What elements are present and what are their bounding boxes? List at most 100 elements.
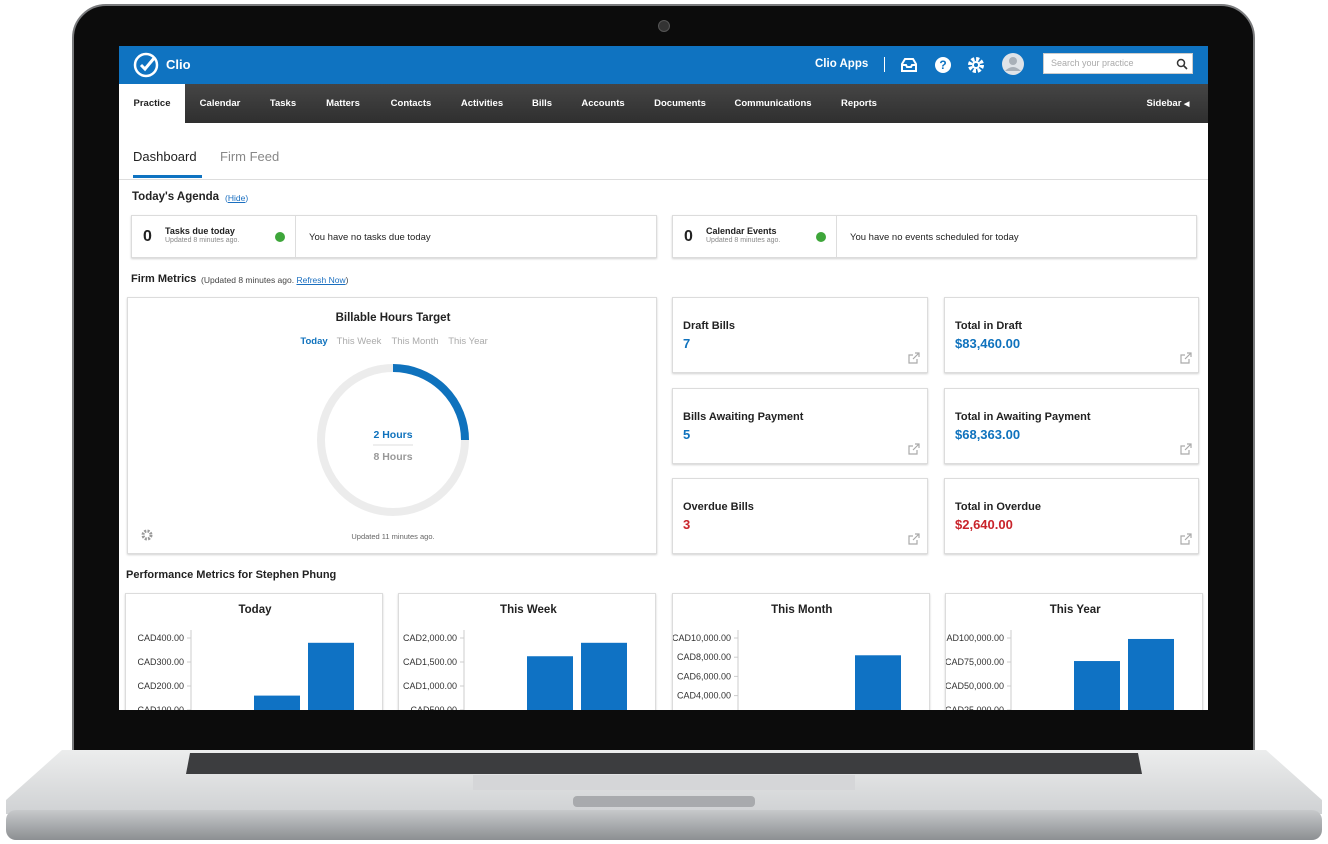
external-link-icon[interactable] xyxy=(1180,352,1192,364)
keyboard xyxy=(186,753,1142,774)
external-link-icon[interactable] xyxy=(908,352,920,364)
icon-path xyxy=(1180,442,1192,455)
refresh-link[interactable]: Refresh Now xyxy=(296,275,346,285)
nav-item[interactable]: Documents xyxy=(654,98,706,109)
chart: CAD25,000.00 CAD50,000.00 CAD75,000.00 CAD1… xyxy=(946,630,1175,710)
camera xyxy=(658,20,670,32)
card-divider xyxy=(295,216,296,257)
agenda-message: You have no events scheduled for today xyxy=(850,232,1019,243)
nav-item[interactable]: Calendar xyxy=(199,98,241,109)
nav-item[interactable]: Contacts xyxy=(390,98,432,109)
y-tick-label: CAD1,500.00 xyxy=(403,657,457,667)
metric-label: Overdue Bills xyxy=(683,501,754,513)
bar xyxy=(254,695,300,710)
trackpad xyxy=(473,775,855,790)
y-tick-label: CAD10,000.00 xyxy=(673,633,731,643)
header: Clio Clio Apps ? Search your practice xyxy=(119,46,1208,84)
agenda-label: Calendar Events xyxy=(706,226,777,236)
chart-card: This MonthCAD2,000.00CAD4,000.00CAD6,000… xyxy=(671,593,930,710)
billable-title: Billable Hours Target xyxy=(335,312,451,324)
period-tab[interactable]: This Year xyxy=(448,336,488,347)
nav-item[interactable]: Reports xyxy=(841,98,877,109)
nav-bar: Sidebar ◀ Practice Calendar Tasks Matters Co… xyxy=(119,84,1208,123)
nav-item[interactable]: Matters xyxy=(326,98,360,109)
logo[interactable] xyxy=(133,52,161,78)
chart-title: Today xyxy=(238,604,272,616)
nav-item[interactable]: Bills xyxy=(531,98,553,109)
search-placeholder: Search your practice xyxy=(1051,58,1134,68)
metric-label: Total in Overdue xyxy=(955,501,1041,513)
separator xyxy=(884,57,885,72)
metric-value: 3 xyxy=(683,517,691,532)
external-link-icon[interactable] xyxy=(908,533,920,545)
donut-progress xyxy=(317,364,469,516)
tab[interactable]: Firm Feed xyxy=(220,149,280,164)
add-button[interactable] xyxy=(275,232,285,242)
agenda-card: 0 Tasks due today Updated 8 minutes ago. Yo… xyxy=(131,215,657,258)
chart-title: This Week xyxy=(500,604,557,616)
y-tick-label: CAD200.00 xyxy=(137,681,184,691)
billable-settings[interactable] xyxy=(141,529,153,541)
active-tab xyxy=(119,84,185,123)
agenda-title: Today's Agenda xyxy=(132,191,220,203)
metric-label: Draft Bills xyxy=(683,320,735,332)
metric-card[interactable]: Draft Bills 7 xyxy=(672,297,928,373)
search-icon[interactable] xyxy=(1176,58,1188,70)
tab[interactable]: Dashboard xyxy=(133,149,197,164)
metric-card[interactable]: Bills Awaiting Payment 5 xyxy=(672,387,928,464)
settings-icon[interactable] xyxy=(966,55,986,75)
metric-label: Total in Draft xyxy=(955,320,1023,332)
hide-wrap: Hide xyxy=(225,193,248,203)
brand[interactable]: Clio xyxy=(166,57,191,72)
bar xyxy=(1128,638,1175,710)
metric-card[interactable]: Total in Overdue $2,640.00 xyxy=(944,478,1199,554)
search-box[interactable]: Search your practice xyxy=(1043,53,1193,74)
icon-path xyxy=(908,442,920,455)
metric-card[interactable]: Total in Draft $83,460.00 xyxy=(944,297,1199,373)
bar xyxy=(581,642,628,710)
svg-text:?: ? xyxy=(939,58,946,72)
y-tick-label: CAD100.00 xyxy=(137,705,184,710)
y-tick-label: CAD50,000.00 xyxy=(946,681,1004,691)
bar xyxy=(1074,661,1121,710)
donut: 2 Hours 8 Hours Updated 11 minutes ago. xyxy=(141,364,469,541)
sidebar-toggle[interactable]: Sidebar ◀ xyxy=(1146,98,1190,109)
divider xyxy=(119,179,1208,180)
chart-card: Today CAD100.00 CAD200.00 CAD300.00 CAD400.0… xyxy=(125,593,383,710)
apps-link[interactable]: Clio Apps xyxy=(815,58,869,70)
period-tab[interactable]: This Week xyxy=(336,336,382,347)
metric-card[interactable]: Overdue Bills 3 xyxy=(672,478,928,554)
performance-title: Performance Metrics for Stephen Phung xyxy=(126,569,337,581)
avatar[interactable] xyxy=(1001,52,1025,76)
metric-label: Bills Awaiting Payment xyxy=(683,410,804,423)
y-tick-label: CAD500.00 xyxy=(411,705,458,710)
bar xyxy=(308,642,354,710)
metric-value: $68,363.00 xyxy=(955,426,1021,442)
hide-link[interactable]: Hide xyxy=(227,193,246,203)
nav-item[interactable]: Tasks xyxy=(269,98,297,109)
metric-card[interactable]: Total in Awaiting Payment $68,363.00 xyxy=(944,387,1199,464)
agenda-message: You have no tasks due today xyxy=(309,232,431,243)
external-link-icon[interactable] xyxy=(1180,442,1192,455)
nav-item[interactable]: Activities xyxy=(460,98,504,109)
inbox-icon[interactable] xyxy=(899,55,919,75)
period-tab[interactable]: This Month xyxy=(391,336,439,347)
nav-item[interactable]: Accounts xyxy=(581,98,625,109)
card-divider xyxy=(836,216,837,257)
help-icon[interactable]: ? xyxy=(933,55,953,75)
external-link-icon[interactable] xyxy=(908,442,920,455)
y-tick-label: CAD400.00 xyxy=(137,633,184,643)
external-link-icon[interactable] xyxy=(1180,533,1192,545)
chart: CAD500.00 CAD1,000.00 CAD1,500.00 CAD2,000.… xyxy=(403,630,628,710)
nav-item[interactable]: Communications xyxy=(734,98,812,109)
nav-item[interactable]: Practice xyxy=(133,98,171,109)
y-tick-label: CAD300.00 xyxy=(137,657,184,667)
agenda-count: 0 xyxy=(143,228,152,245)
metric-value: 5 xyxy=(683,426,691,442)
period-tab[interactable]: Today xyxy=(300,336,328,347)
add-button[interactable] xyxy=(816,232,826,242)
tab-underline xyxy=(133,175,202,178)
metrics-updated-wrap: Updated 8 minutes ago. Refresh Now xyxy=(201,275,348,285)
bar xyxy=(527,656,574,710)
